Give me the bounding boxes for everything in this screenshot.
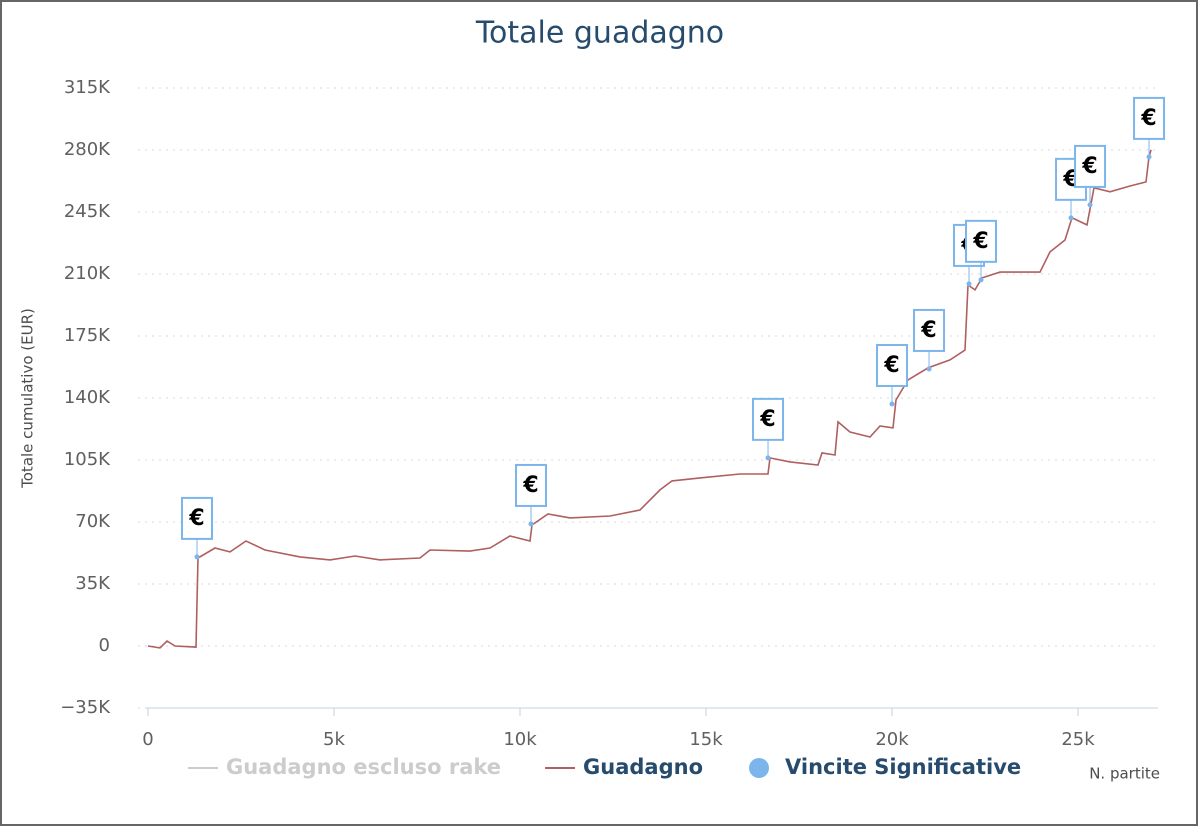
flag-box xyxy=(1133,96,1166,140)
y-tick-label: 140K xyxy=(64,387,111,408)
flag-point xyxy=(765,455,771,461)
flag-box xyxy=(515,463,548,507)
flag-label: € xyxy=(972,229,988,254)
legend-label[interactable]: Guadagno xyxy=(583,755,703,779)
legend-label[interactable]: Vincite Significative xyxy=(785,755,1021,779)
flag-label: € xyxy=(522,473,538,498)
y-tick-label: 245K xyxy=(64,201,111,222)
flag-point xyxy=(1087,202,1093,208)
flag-point xyxy=(889,401,895,407)
flag: € xyxy=(876,344,909,407)
legend-label[interactable]: Guadagno escluso rake xyxy=(226,755,501,779)
flag-box xyxy=(180,496,213,540)
y-tick-label: 210K xyxy=(64,263,111,284)
flag-label: € xyxy=(883,353,899,378)
flag-box xyxy=(1074,144,1107,188)
flag-label: € xyxy=(920,318,936,343)
y-tick-label: −35K xyxy=(60,697,111,718)
x-axis-title: N. partite xyxy=(1089,765,1160,783)
y-tick-label: 175K xyxy=(64,325,111,346)
x-tick-label: 20k xyxy=(875,729,909,750)
flag-point xyxy=(528,521,534,527)
y-tick-label: 70K xyxy=(75,511,111,532)
y-tick-label: 280K xyxy=(64,139,111,160)
y-tick-label: 0 xyxy=(99,635,110,656)
line xyxy=(147,149,1152,649)
flag-point xyxy=(978,277,984,283)
y-tick-label: 315K xyxy=(64,77,111,98)
x-tick-label: 25k xyxy=(1061,729,1095,750)
flag: € xyxy=(515,463,548,527)
x-tick-label: 5k xyxy=(323,729,345,750)
flag-box xyxy=(876,344,909,388)
flag: € xyxy=(180,496,213,560)
flag-label: € xyxy=(1081,154,1097,179)
flag-box xyxy=(913,308,946,352)
x-tick-label: 15k xyxy=(689,729,723,750)
flag-point xyxy=(926,366,932,372)
x-tick-label: 0 xyxy=(142,729,153,750)
flag: € xyxy=(1133,96,1166,160)
x-tick-label: 10k xyxy=(503,729,537,750)
flag-label: € xyxy=(188,506,204,531)
y-tick-label: 105K xyxy=(64,449,111,470)
flag: € xyxy=(964,219,997,283)
flag-box xyxy=(752,397,785,441)
legend-symbol xyxy=(749,758,770,778)
flag-box xyxy=(964,219,997,263)
flag-point xyxy=(1068,215,1074,221)
y-axis-title: Totale cumulativo (EUR) xyxy=(19,308,37,489)
flag: € xyxy=(913,308,946,372)
flag: € xyxy=(1074,144,1107,208)
flag: € xyxy=(752,397,785,461)
y-tick-label: 35K xyxy=(75,573,111,594)
flag-point xyxy=(966,281,972,287)
flag-point xyxy=(1146,154,1152,160)
flag-label: € xyxy=(759,407,775,432)
flag-label: € xyxy=(1140,106,1156,131)
chart-title: Totale guadagno xyxy=(475,16,724,51)
flag-point xyxy=(194,554,200,560)
